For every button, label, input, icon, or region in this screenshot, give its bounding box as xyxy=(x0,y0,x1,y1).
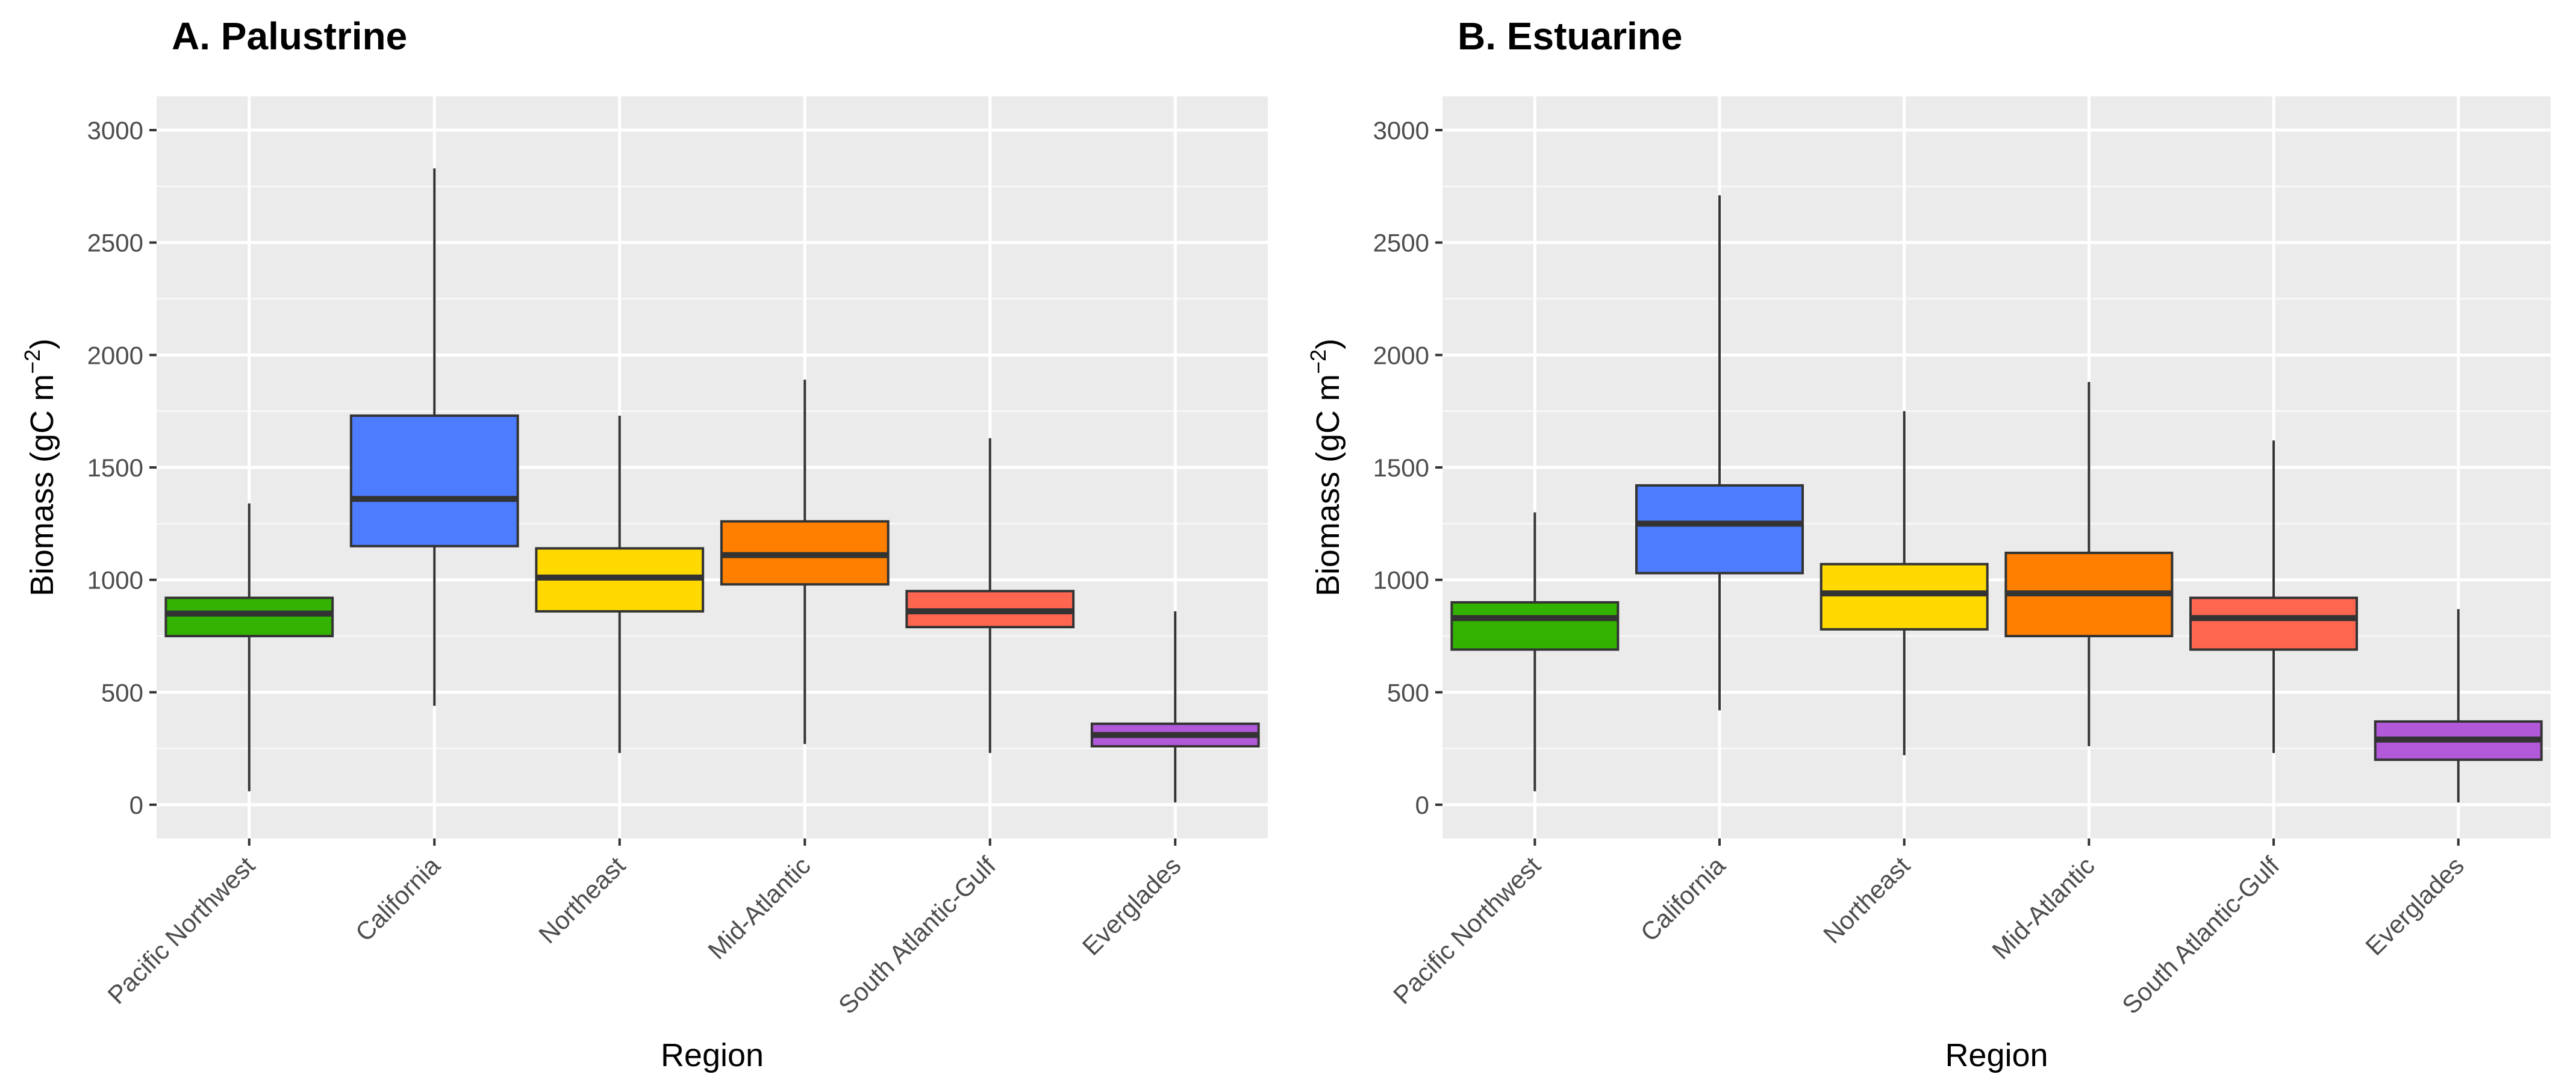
x-tick-label: Mid-Atlantic xyxy=(1986,851,2100,964)
y-tick-label: 1000 xyxy=(87,566,143,595)
box-iqr xyxy=(349,414,519,548)
x-tick-label: Everglades xyxy=(2360,851,2469,961)
box-pacific-northwest xyxy=(1450,512,1620,791)
y-tick-label: 1000 xyxy=(1373,566,1429,595)
panel-title: A. Palustrine xyxy=(172,14,407,58)
box-california xyxy=(349,168,519,706)
box-iqr xyxy=(1635,484,1804,575)
y-tick-label: 500 xyxy=(101,678,143,707)
y-tick-label: 500 xyxy=(1387,678,1429,707)
x-tick-label: Mid-Atlantic xyxy=(702,851,816,964)
box-iqr xyxy=(1450,601,1620,651)
x-tick-label: Northeast xyxy=(1818,851,1915,949)
box-california xyxy=(1635,195,1804,711)
panel-estuarine: 0 500 1000 1500 2000 2500 3000 Pacific Northwes… xyxy=(1306,14,2551,1073)
x-tick-label: Northeast xyxy=(533,851,631,949)
y-tick-label: 1500 xyxy=(87,454,143,482)
x-tick-label: California xyxy=(350,851,446,947)
y-tick-label: 0 xyxy=(129,791,143,819)
box-mid-atlantic xyxy=(2004,382,2174,746)
y-tick-label: 2000 xyxy=(1373,341,1429,369)
box-iqr xyxy=(2189,596,2358,651)
x-tick-label: South Atlantic-Gulf xyxy=(2116,851,2284,1019)
y-axis-title-exponent: −2 xyxy=(20,349,45,374)
y-axis-title-main: Biomass (gC m xyxy=(1310,374,1346,596)
y-tick-label: 3000 xyxy=(1373,116,1429,145)
box-south-atlantic-gulf xyxy=(905,438,1075,754)
box-everglades xyxy=(1090,611,1260,803)
y-axis-title-close: ) xyxy=(24,339,60,349)
box-pacific-northwest xyxy=(164,503,334,791)
box-iqr xyxy=(1820,563,1989,631)
y-axis-title: Biomass (gC m−2) xyxy=(20,339,60,596)
y-axis-title: Biomass (gC m−2) xyxy=(1306,339,1346,596)
x-axis-title: Region xyxy=(1945,1037,2048,1073)
panel-palustrine: 0 500 1000 1500 2000 2500 3000 Pacific Northwes… xyxy=(20,14,1268,1073)
y-axis-title-exponent: −2 xyxy=(1306,349,1330,374)
box-mid-atlantic xyxy=(720,379,890,744)
y-tick-label: 2500 xyxy=(1373,229,1429,257)
box-everglades xyxy=(2374,609,2543,803)
y-tick-label: 2500 xyxy=(87,229,143,257)
y-axis-title-close: ) xyxy=(1310,339,1346,349)
x-tick-label: Pacific Northwest xyxy=(102,851,260,1010)
box-northeast xyxy=(1820,411,1989,755)
x-tick-label: California xyxy=(1635,851,1731,947)
x-tick-label: Everglades xyxy=(1077,851,1187,961)
y-axis-title-main: Biomass (gC m xyxy=(24,374,60,596)
y-tick-label: 0 xyxy=(1415,791,1429,819)
y-tick-label: 2000 xyxy=(87,341,143,369)
x-axis-title: Region xyxy=(661,1037,764,1073)
y-tick-label: 1500 xyxy=(1373,454,1429,482)
y-tick-label: 3000 xyxy=(87,116,143,145)
x-tick-label: South Atlantic-Gulf xyxy=(833,851,1001,1019)
box-iqr xyxy=(164,596,334,637)
panel-title: B. Estuarine xyxy=(1458,14,1682,58)
box-south-atlantic-gulf xyxy=(2189,440,2358,754)
box-northeast xyxy=(535,416,705,754)
x-tick-label: Pacific Northwest xyxy=(1388,851,1546,1010)
